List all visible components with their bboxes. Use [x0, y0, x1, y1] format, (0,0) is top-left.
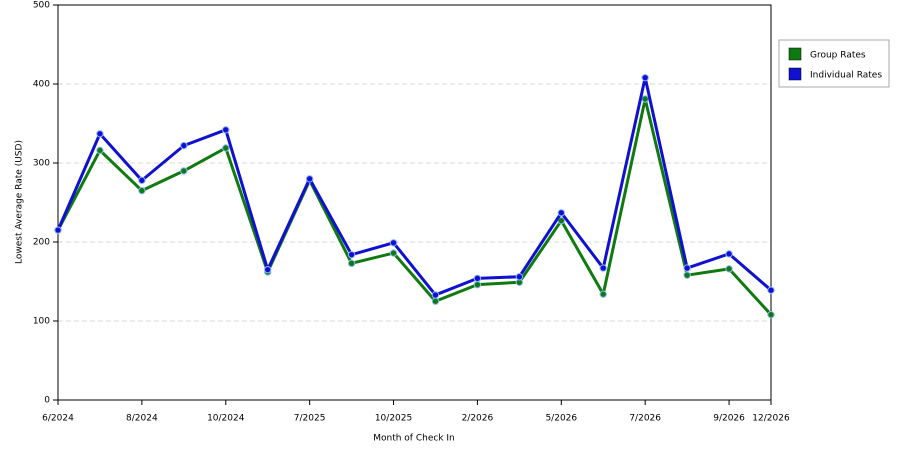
y-tick-label: 100 — [33, 317, 50, 327]
data-point — [305, 175, 314, 183]
y-tick-label: 0 — [44, 396, 50, 406]
y-axis-label: Lowest Average Rate (USD) — [15, 140, 25, 264]
x-tick-label: 9/2026 — [713, 414, 745, 424]
plot-frame — [57, 4, 772, 401]
data-point — [389, 239, 398, 247]
legend-label: Group Rates — [810, 51, 866, 61]
data-point — [725, 265, 733, 273]
data-point — [222, 126, 230, 134]
x-tick-label: 12/2026 — [752, 414, 790, 424]
y-tick-label: 500 — [33, 1, 50, 11]
x-tick-label: 5/2026 — [545, 414, 577, 424]
data-point — [96, 146, 104, 155]
data-point — [641, 95, 649, 103]
data-point — [138, 186, 146, 195]
x-tick-label: 10/2024 — [207, 414, 245, 424]
data-point — [767, 286, 775, 294]
data-point — [347, 259, 356, 268]
data-point — [389, 249, 398, 257]
data-point — [473, 280, 482, 289]
data-point — [641, 73, 649, 82]
data-point — [138, 176, 146, 185]
data-point — [515, 273, 524, 281]
data-point — [683, 264, 691, 272]
data-point — [557, 216, 565, 225]
data-point — [725, 250, 733, 258]
x-tick-label: 8/2024 — [126, 414, 158, 424]
data-point — [767, 310, 775, 319]
data-point — [473, 274, 482, 283]
data-point — [180, 167, 188, 175]
y-tick-label: 300 — [33, 159, 50, 169]
data-point — [431, 297, 440, 305]
series-line — [56, 97, 773, 316]
legend-label: Individual Rates — [810, 71, 882, 81]
series-line — [56, 76, 772, 297]
x-tick-label: 2/2026 — [462, 414, 494, 424]
data-point — [222, 144, 230, 152]
x-tick-label: 7/2025 — [294, 414, 326, 424]
data-point — [54, 226, 62, 234]
legend-swatch — [788, 67, 802, 81]
data-point — [96, 130, 104, 138]
data-point — [431, 291, 440, 299]
data-point — [599, 264, 607, 272]
data-point — [683, 271, 691, 279]
data-point — [557, 209, 565, 217]
legend-swatch — [788, 47, 802, 61]
data-point — [264, 265, 272, 274]
y-tick-label: 200 — [33, 238, 50, 248]
x-tick-label: 10/2025 — [375, 414, 412, 424]
x-tick-label: 7/2026 — [629, 414, 661, 424]
data-point — [599, 290, 607, 298]
x-axis-label: Month of Check In — [373, 434, 455, 444]
x-tick-label: 6/2024 — [42, 414, 74, 424]
data-point — [180, 141, 188, 150]
data-point — [347, 250, 356, 259]
y-tick-label: 400 — [33, 80, 50, 90]
